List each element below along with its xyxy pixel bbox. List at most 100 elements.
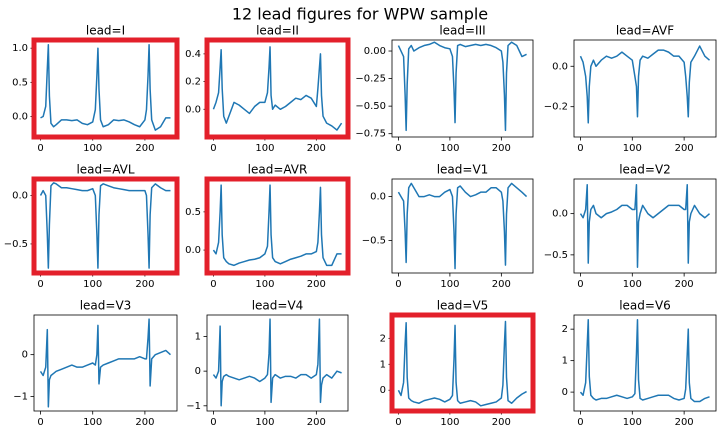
subplot: lead=V3 0 100 200 −1 0: [13, 299, 178, 428]
ecg-trace: [579, 318, 710, 403]
y-tick-label: −0.75: [355, 129, 386, 140]
axes-frame: [391, 39, 534, 138]
subplot-title: lead=III: [439, 24, 485, 38]
x-tick-label: 200: [492, 279, 511, 290]
subplot: lead=V2 0 100 200 −0.5 0.0: [544, 163, 717, 290]
ecg-trace: [39, 182, 171, 269]
x-tick-label: 0: [577, 143, 583, 154]
y-tick-label: 1.0: [12, 43, 28, 54]
y-tick-label: 0.0: [185, 245, 201, 256]
y-tick-label: 0: [562, 387, 568, 398]
y-tick-label: 0.4: [185, 49, 201, 60]
x-tick-label: 0: [395, 417, 401, 428]
x-tick-label: 0: [210, 143, 216, 154]
ecg-trace: [212, 184, 342, 267]
x-tick-label: 0: [210, 417, 216, 428]
x-tick-label: 100: [440, 143, 459, 154]
x-tick-label: 100: [255, 417, 274, 428]
subplot: lead=V5 0 100 200 0 1 2: [380, 299, 536, 428]
x-tick-label: 200: [307, 279, 326, 290]
subplot: lead=V4 0 100 200 −1 0 1: [186, 299, 349, 428]
x-tick-label: 100: [255, 143, 274, 154]
y-tick-label: −0.5: [4, 239, 28, 250]
subplot-title: lead=V5: [437, 299, 489, 313]
y-tick-label: −0.50: [355, 101, 386, 112]
y-tick-label: 0: [380, 385, 386, 396]
ecg-trace: [40, 44, 171, 131]
y-tick-label: 0: [22, 350, 28, 361]
x-tick-label: 100: [623, 143, 642, 154]
x-tick-label: 200: [135, 143, 154, 154]
subplot: lead=III 0 100 200 0.00 −0.25 −0.50 −0.75: [355, 24, 534, 154]
x-tick-label: 100: [440, 417, 459, 428]
subplot-title: lead=AVL: [76, 163, 134, 177]
x-tick-label: 0: [577, 417, 583, 428]
x-tick-label: 0: [37, 417, 43, 428]
y-tick-label: −1: [186, 401, 201, 412]
axes-frame: [206, 314, 349, 412]
subplot-title: lead=V1: [437, 163, 489, 177]
y-tick-label: 2: [380, 333, 386, 344]
axes-frame: [33, 314, 178, 412]
y-tick-label: 0.00: [364, 46, 386, 57]
subplot-title: lead=AVF: [616, 24, 674, 38]
y-tick-label: 0.5: [12, 77, 28, 88]
x-tick-label: 100: [623, 417, 642, 428]
ecg-trace: [212, 46, 343, 131]
axes-frame: [573, 178, 717, 274]
highlight-box: [204, 37, 351, 140]
subplot-title: lead=AVR: [248, 163, 308, 177]
ecg-trace: [212, 318, 342, 407]
highlight-box: [389, 312, 536, 414]
x-tick-label: 200: [675, 417, 694, 428]
y-tick-label: 0.0: [552, 209, 568, 220]
ecg-trace: [579, 45, 711, 124]
x-tick-label: 200: [307, 143, 326, 154]
highlight-box: [204, 176, 351, 276]
subplot: lead=I 0 100 200 0.0 0.5 1.0: [12, 24, 180, 154]
subplot-title: lead=I: [86, 24, 125, 38]
y-tick-label: 0.0: [12, 190, 28, 201]
axes-frame: [573, 314, 717, 412]
subplot-title: lead=V6: [619, 299, 671, 313]
x-tick-label: 200: [307, 417, 326, 428]
y-tick-label: 0.2: [185, 77, 201, 88]
axes-frame: [573, 39, 717, 138]
y-tick-label: −0.5: [362, 235, 386, 246]
x-tick-label: 200: [492, 143, 511, 154]
y-tick-label: 0.0: [552, 61, 568, 72]
highlight-box: [31, 176, 180, 276]
y-tick-label: 1: [562, 356, 568, 367]
figure-title: 12 lead figures for WPW sample: [232, 5, 488, 24]
x-tick-label: 100: [623, 279, 642, 290]
subplot: lead=AVF 0 100 200 −0.2 0.0: [544, 24, 717, 154]
x-tick-label: 200: [675, 279, 694, 290]
x-tick-label: 0: [210, 279, 216, 290]
subplot: lead=II 0 100 200 0.0 0.2 0.4: [185, 24, 351, 154]
subplot: lead=V1 0 100 200 −0.5 0.0: [362, 163, 534, 290]
highlight-box: [31, 37, 180, 140]
y-tick-label: 2: [562, 324, 568, 335]
y-tick-label: 0.5: [185, 207, 201, 218]
x-tick-label: 100: [440, 279, 459, 290]
y-tick-label: 0.0: [12, 112, 28, 123]
subplot: lead=AVL 0 100 200 −0.5 0.0: [4, 163, 180, 290]
x-tick-label: 200: [135, 417, 154, 428]
x-tick-label: 100: [83, 143, 102, 154]
x-tick-label: 200: [492, 417, 511, 428]
subplot: lead=AVR 0 100 200 0.0 0.5: [185, 163, 351, 290]
x-tick-label: 100: [83, 417, 102, 428]
ecg-trace: [579, 184, 711, 268]
ecg-trace: [39, 318, 171, 408]
subplot-title: lead=V2: [619, 163, 671, 177]
subplot-title: lead=V3: [80, 299, 132, 313]
ecg-trace: [397, 182, 528, 270]
x-tick-label: 0: [577, 279, 583, 290]
subplot: lead=V6 0 100 200 0 1 2: [562, 299, 717, 428]
subplot-title: lead=V4: [252, 299, 304, 313]
x-tick-label: 100: [83, 279, 102, 290]
axes-frame: [391, 178, 534, 274]
y-tick-label: 0.0: [370, 192, 386, 203]
subplot-title: lead=II: [256, 24, 299, 38]
